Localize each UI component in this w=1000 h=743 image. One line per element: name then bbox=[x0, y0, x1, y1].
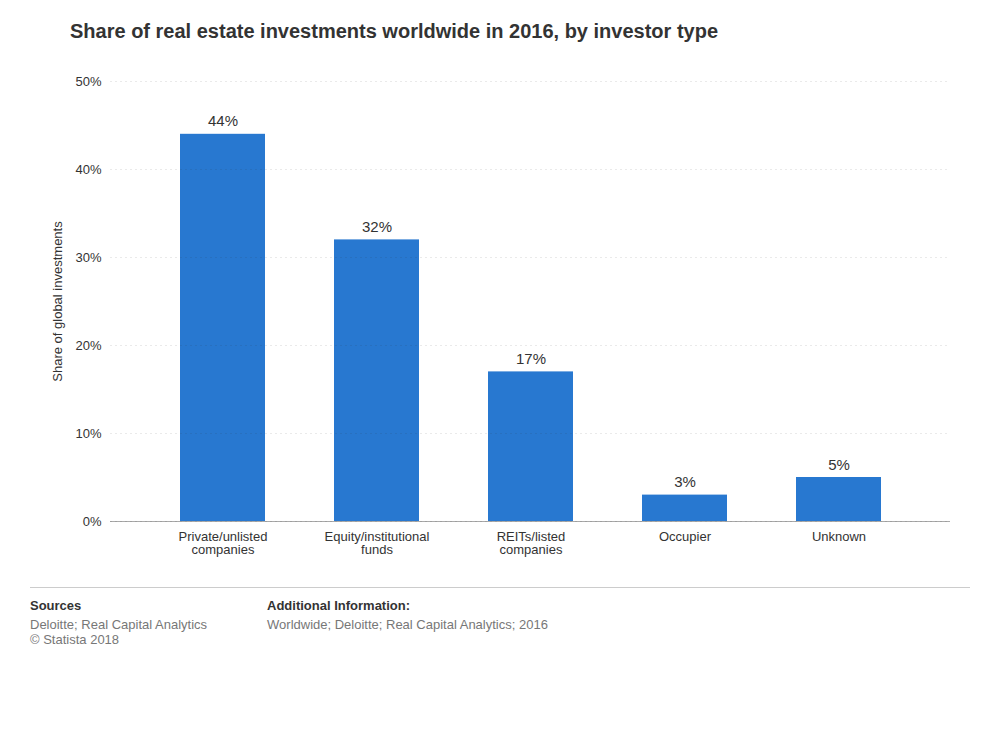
html-text:Deloitte; Real Capital Analyti: Deloitte; Real Capital Analytics © Stati… bbox=[30, 617, 207, 647]
html-text:Sources: Sources bbox=[30, 598, 82, 613]
svg-text:10%: 10% bbox=[75, 426, 101, 441]
svg-text:30%: 30% bbox=[75, 250, 101, 265]
svg-text:REITs/listedcompanies: REITs/listedcompanies bbox=[497, 529, 566, 557]
svg-text:Occupier: Occupier bbox=[659, 529, 712, 544]
svg-text:3%: 3% bbox=[674, 473, 696, 490]
svg-text:Equity/institutionalfunds: Equity/institutionalfunds bbox=[325, 529, 430, 557]
html-text:Share of real estate investmen: Share of real estate investments worldwi… bbox=[70, 20, 718, 42]
svg-text:50%: 50% bbox=[75, 74, 101, 89]
svg-text:Unknown: Unknown bbox=[812, 529, 866, 544]
svg-text:5%: 5% bbox=[828, 456, 850, 473]
svg-text:Share of global investments: Share of global investments bbox=[50, 221, 65, 382]
svg-text:40%: 40% bbox=[75, 162, 101, 177]
html-text:Worldwide; Deloitte; Real Capi: Worldwide; Deloitte; Real Capital Analyt… bbox=[267, 617, 548, 632]
svg-text:17%: 17% bbox=[516, 350, 546, 367]
html-text:Additional Information:: Additional Information: bbox=[267, 598, 410, 613]
svg-text:20%: 20% bbox=[75, 338, 101, 353]
svg-text:Private/unlistedcompanies: Private/unlistedcompanies bbox=[179, 529, 268, 557]
svg-text:44%: 44% bbox=[208, 112, 238, 129]
svg-text:32%: 32% bbox=[362, 218, 392, 235]
svg-text:0%: 0% bbox=[83, 514, 102, 529]
